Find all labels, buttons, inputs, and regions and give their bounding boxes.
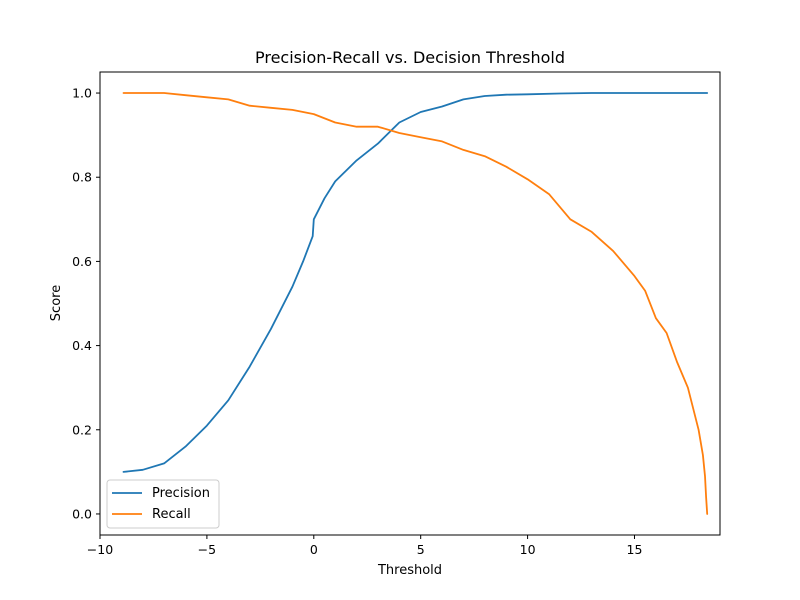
chart-title: Precision-Recall vs. Decision Threshold (255, 48, 565, 67)
y-tick-label: 0.2 (72, 422, 92, 437)
legend-box (106, 479, 220, 529)
series-line-recall (122, 92, 709, 515)
y-tick-label: 0.0 (72, 506, 92, 521)
legend-label-precision: Precision (152, 486, 210, 501)
y-tick-label: 1.0 (72, 86, 92, 101)
y-tick-label: 0.4 (72, 338, 92, 353)
x-axis: −10 −5 0 5 10 15 (87, 535, 643, 557)
y-axis: 0.0 0.2 0.4 0.6 0.8 1.0 (72, 86, 100, 521)
series-line-precision (122, 92, 709, 473)
x-tick-label: −10 (87, 542, 113, 557)
y-tick-label: 0.6 (72, 254, 92, 269)
y-axis-label: Score (49, 285, 64, 321)
y-tick-label: 0.8 (72, 170, 92, 185)
x-tick-label: 0 (310, 542, 318, 557)
x-tick-label: −5 (198, 542, 216, 557)
x-tick-label: 15 (627, 542, 643, 557)
legend: Precision Recall (106, 479, 220, 529)
plot-area (99, 71, 721, 536)
x-tick-label: 5 (417, 542, 425, 557)
legend-label-recall: Recall (152, 507, 191, 522)
x-axis-label: Threshold (377, 563, 442, 578)
x-tick-label: 10 (520, 542, 536, 557)
plot-frame (99, 71, 721, 536)
series-layer (122, 92, 709, 515)
